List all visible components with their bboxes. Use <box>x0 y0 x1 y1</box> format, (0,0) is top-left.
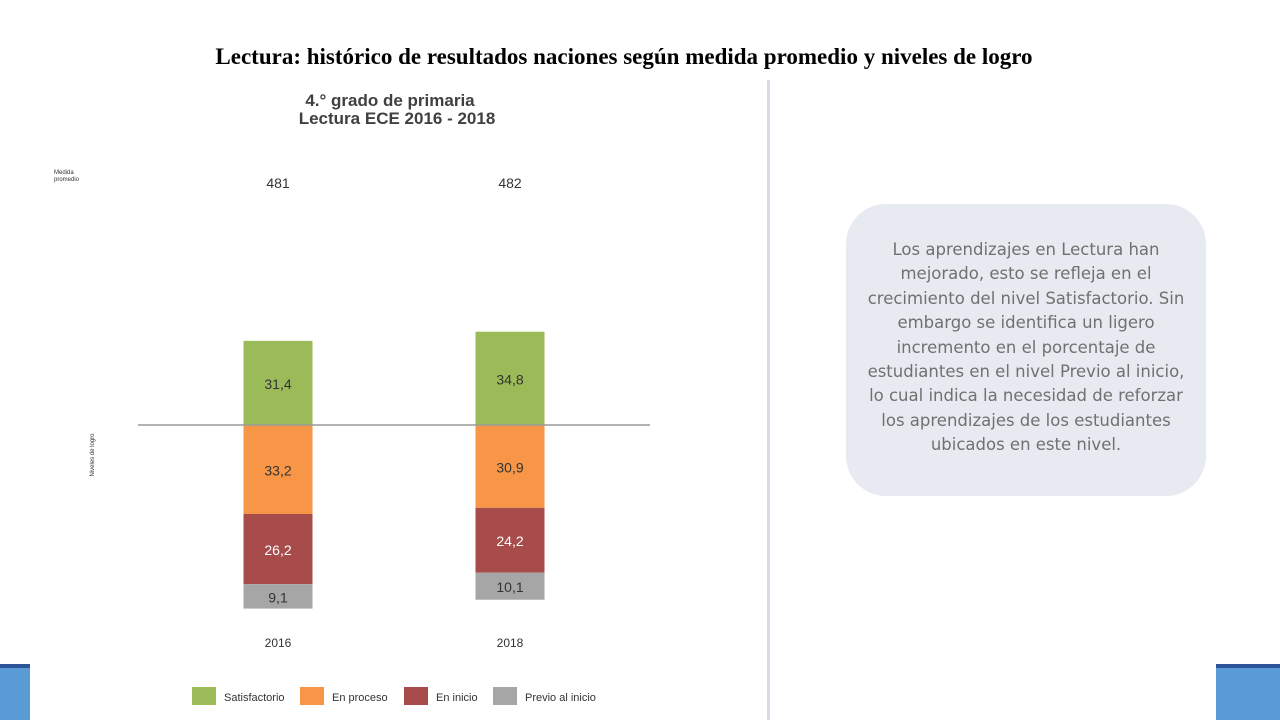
bar-value-label: 26,2 <box>264 542 291 558</box>
mean-score-label: 481 <box>266 175 290 191</box>
legend-item: Previo al inicio <box>493 687 596 705</box>
legend-swatch <box>404 687 428 705</box>
x-tick-label: 2016 <box>265 636 292 650</box>
vertical-divider <box>767 80 770 720</box>
legend-label: En proceso <box>332 692 388 704</box>
legend: Satisfactorio En proceso En inicio Previo a… <box>192 687 596 705</box>
bar-value-label: 9,1 <box>268 589 288 605</box>
legend-swatch <box>300 687 324 705</box>
legend-label: Satisfactorio <box>224 692 285 704</box>
chart-title: 4.° grado de primaria <box>305 91 475 110</box>
chart-subtitle: Lectura ECE 2016 - 2018 <box>299 109 496 128</box>
bar-value-label: 31,4 <box>264 376 291 392</box>
legend-item: Satisfactorio <box>192 687 285 705</box>
legend-label: En inicio <box>436 692 478 704</box>
bar-segment <box>243 513 313 585</box>
corner-decoration-left <box>0 664 30 720</box>
bar-segment <box>475 507 545 573</box>
x-tick-label: 2018 <box>497 636 524 650</box>
levels-row-label: Niveles de logro <box>90 433 96 477</box>
legend-label: Previo al inicio <box>525 692 596 704</box>
bar-segment <box>243 425 313 514</box>
mean-row-label-word: promedio <box>54 177 80 183</box>
mean-row-label-word: Medida <box>54 170 74 176</box>
plot-area: 31,4 33,2 26,2 9,1 481 2016 34,8 30,9 24,2 10,1 48… <box>243 175 545 650</box>
bar-segment <box>243 340 313 425</box>
bar-value-label: 30,9 <box>496 459 523 475</box>
legend-swatch <box>493 687 517 705</box>
bar-segment <box>475 331 545 425</box>
bar-value-label: 10,1 <box>496 579 523 595</box>
corner-decoration-right <box>1216 664 1280 720</box>
bar-segment <box>243 584 313 609</box>
summary-note-box: Los aprendizajes en Lectura han mejorado… <box>846 204 1206 496</box>
legend-item: En inicio <box>404 687 478 705</box>
slide-title: Lectura: histórico de resultados nacione… <box>215 44 1033 69</box>
legend-swatch <box>192 687 216 705</box>
mean-score-label: 482 <box>498 175 522 191</box>
legend-item: En proceso <box>300 687 388 705</box>
bar-segment <box>475 425 545 508</box>
bar-value-label: 33,2 <box>264 462 291 478</box>
bar-segment <box>475 572 545 600</box>
bar-value-label: 34,8 <box>496 371 523 387</box>
summary-note-text: Los aprendizajes en Lectura han mejorado… <box>867 240 1185 455</box>
stacked-bar-chart: 4.° grado de primaria Lectura ECE 2016 -… <box>54 91 650 705</box>
bar-value-label: 24,2 <box>496 533 523 549</box>
